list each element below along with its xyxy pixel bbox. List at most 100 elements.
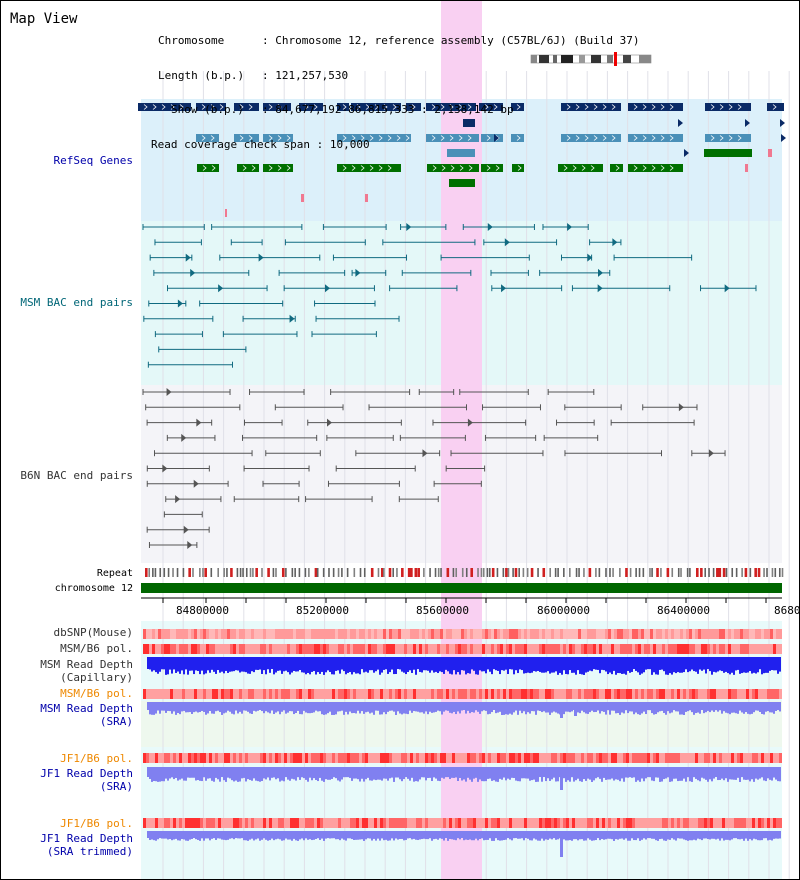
jf1-b6-pol2-heat-cell [356,818,359,828]
dbsnp-heat-cell [209,629,212,639]
msm-b6-pol2-heat-cell [557,689,560,699]
msm-capillary-depth-bar [383,657,385,670]
dbsnp-heat-cell [338,629,341,639]
msm-sra-depth-bar [265,702,267,712]
jf1-sra-depth-bar [709,767,711,780]
dbsnp-heat-cell [536,629,539,639]
msm-sra-depth-bar [229,702,231,712]
msm-b6-pol2-heat-cell [656,689,659,699]
jf1-b6-pol2-heat-cell [542,818,545,828]
msm-capillary-depth-bar [259,657,261,670]
jf1-b6-pol-heat-cell [446,753,449,763]
msm-sra-depth-bar [635,702,637,713]
msm-b6-pol2-heat-cell [200,689,203,699]
jf1-sra-depth-bar [469,767,471,780]
dbsnp-heat-cell [251,629,254,639]
msm-b6-pol2-heat-cell [695,689,698,699]
msm-sra-depth-bar [739,702,741,711]
msm-b6-pol2-heat-cell [494,689,497,699]
jf1-sra-depth-bar [265,767,267,780]
gene-strand-arrow [611,135,616,141]
refseq-gene-arrow [781,134,786,142]
msm-b6-pol-heat-cell [491,644,494,654]
jf1-trim-depth-bar [205,831,207,839]
jf1-trim-depth-bar [383,831,385,841]
jf1-b6-pol2-heat-cell [719,818,722,828]
msm-b6-pol2-heat-cell [587,689,590,699]
msm-sra-depth-bar [657,702,659,713]
jf1-sra-depth-bar [583,767,585,780]
jf1-trim-depth-bar [265,831,267,840]
dbsnp-heat-cell [398,629,401,639]
msm-sra-depth-bar [327,702,329,714]
msm-b6-pol2-heat-cell [284,689,287,699]
jf1-sra-depth-bar [755,767,757,779]
msm-capillary-depth-bar [435,657,437,672]
dbsnp-heat-cell [392,629,395,639]
jf1-b6-pol2-heat-cell [623,818,626,828]
track-label-refseq[interactable]: RefSeq Genes [53,154,133,167]
msm-b6-pol-heat-cell [254,644,257,654]
gene-strand-arrow [719,104,724,110]
msm-b6-pol-heat-cell [614,644,617,654]
jf1-trim-depth-bar [343,831,345,840]
msm-capillary-depth-bar [229,657,231,672]
msm-capillary-depth-bar [273,657,275,675]
track-label-b6n-bac[interactable]: B6N BAC end pairs [20,469,133,482]
msm-b6-pol2-heat-cell [599,689,602,699]
msm-sra-depth-bar [251,702,253,714]
jf1-b6-pol2-heat-cell [368,818,371,828]
jf1-b6-pol-heat-cell [317,753,320,763]
track-label-msm-bac[interactable]: MSM BAC end pairs [20,296,133,309]
jf1-trim-depth-bar [393,831,395,841]
msm-b6-pol-heat-cell [317,644,320,654]
msm-capillary-depth-bar [325,657,327,673]
jf1-b6-pol-heat-cell [527,753,530,763]
dbsnp-heat-cell [521,629,524,639]
jf1-trim-depth-bar [745,831,747,839]
msm-capillary-depth-bar [583,657,585,675]
jf1-trim-depth-bar [711,831,713,839]
jf1-trim-depth-bar [693,831,695,840]
jf1-trim-depth-bar [175,831,177,839]
msm-b6-pol2-heat-cell [680,689,683,699]
msm-b6-pol-heat-cell [695,644,698,654]
jf1-sra-depth-bar [195,767,197,781]
msm-sra-depth-bar [547,702,549,713]
b6n-bac-pair-arrow [422,449,428,458]
repeat-element [145,568,148,577]
msm-b6-pol-heat-cell [578,644,581,654]
msm-capillary-depth-bar [715,657,717,673]
jf1-sra-depth-bar [615,767,617,780]
dbsnp-heat-cell [281,629,284,639]
jf1-b6-pol-heat-cell [479,753,482,763]
gene-strand-arrow [772,104,777,110]
msm-sra-depth-bar [275,702,277,713]
dbsnp-heat-cell [656,629,659,639]
msm-capillary-depth-bar [291,657,293,673]
msm-b6-pol-heat-cell [221,644,224,654]
msm-b6-pol2-heat-cell [266,689,269,699]
jf1-b6-pol2-heat-cell [317,818,320,828]
msm-capillary-depth-bar [607,657,609,675]
msm-b6-pol-heat-cell [635,644,638,654]
msm-sra-depth-bar [565,702,567,712]
dbsnp-heat-cell [200,629,203,639]
jf1-trim-depth-bar [411,831,413,840]
msm-b6-pol-heat-cell [389,644,392,654]
msm-sra-depth-bar [239,702,241,712]
dbsnp-heat-cell [557,629,560,639]
jf1-trim-depth-bar [435,831,437,839]
jf1-b6-pol-heat-cell [716,753,719,763]
repeat-element [488,568,491,577]
msm-capillary-depth-bar [687,657,689,673]
msm-capillary-depth-bar [217,657,219,671]
msm-capillary-depth-bar [375,657,377,672]
jf1-trim-depth-bar [779,831,781,839]
jf1-sra-depth-bar [301,767,303,778]
msm-capillary-depth-bar [175,657,177,673]
msm-b6-pol2-heat-cell [188,689,191,699]
dbsnp-heat-cell [389,629,392,639]
gene-strand-arrow [566,135,571,141]
